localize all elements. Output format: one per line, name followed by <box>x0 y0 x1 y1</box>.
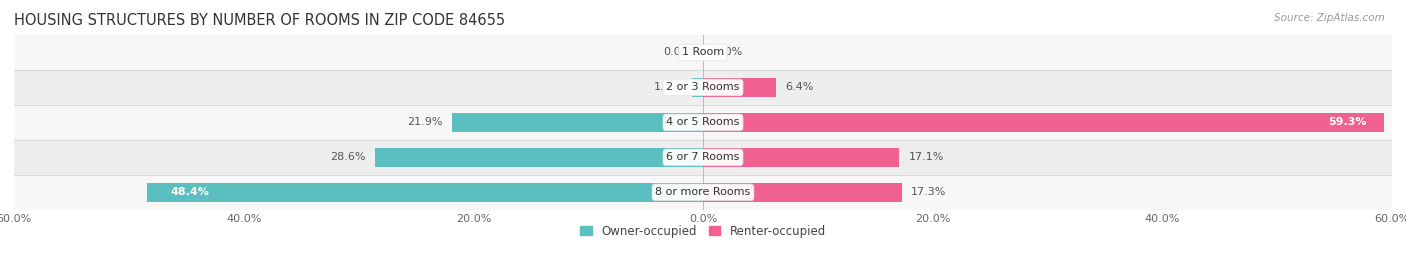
Bar <box>14 35 1392 70</box>
Bar <box>703 183 901 202</box>
Bar <box>374 148 703 167</box>
Bar <box>148 183 703 202</box>
Text: 1 Room: 1 Room <box>682 47 724 58</box>
Text: 17.1%: 17.1% <box>908 152 943 162</box>
Bar <box>703 78 776 97</box>
Bar <box>14 175 1392 210</box>
Text: 0.0%: 0.0% <box>664 47 692 58</box>
Text: 48.4%: 48.4% <box>170 187 209 197</box>
Bar <box>451 113 703 132</box>
Text: 21.9%: 21.9% <box>406 117 443 128</box>
Bar <box>703 113 1384 132</box>
Bar <box>14 105 1392 140</box>
Text: 17.3%: 17.3% <box>911 187 946 197</box>
Text: 4 or 5 Rooms: 4 or 5 Rooms <box>666 117 740 128</box>
Text: 1.0%: 1.0% <box>654 82 682 93</box>
Text: HOUSING STRUCTURES BY NUMBER OF ROOMS IN ZIP CODE 84655: HOUSING STRUCTURES BY NUMBER OF ROOMS IN… <box>14 13 505 28</box>
Text: 28.6%: 28.6% <box>330 152 366 162</box>
Bar <box>692 78 703 97</box>
Legend: Owner-occupied, Renter-occupied: Owner-occupied, Renter-occupied <box>575 220 831 242</box>
Text: Source: ZipAtlas.com: Source: ZipAtlas.com <box>1274 13 1385 23</box>
Text: 2 or 3 Rooms: 2 or 3 Rooms <box>666 82 740 93</box>
Bar <box>14 140 1392 175</box>
Text: 6.4%: 6.4% <box>786 82 814 93</box>
Text: 8 or more Rooms: 8 or more Rooms <box>655 187 751 197</box>
Text: 59.3%: 59.3% <box>1329 117 1367 128</box>
Text: 0.0%: 0.0% <box>714 47 742 58</box>
Bar <box>703 148 900 167</box>
Text: 6 or 7 Rooms: 6 or 7 Rooms <box>666 152 740 162</box>
Bar <box>14 70 1392 105</box>
